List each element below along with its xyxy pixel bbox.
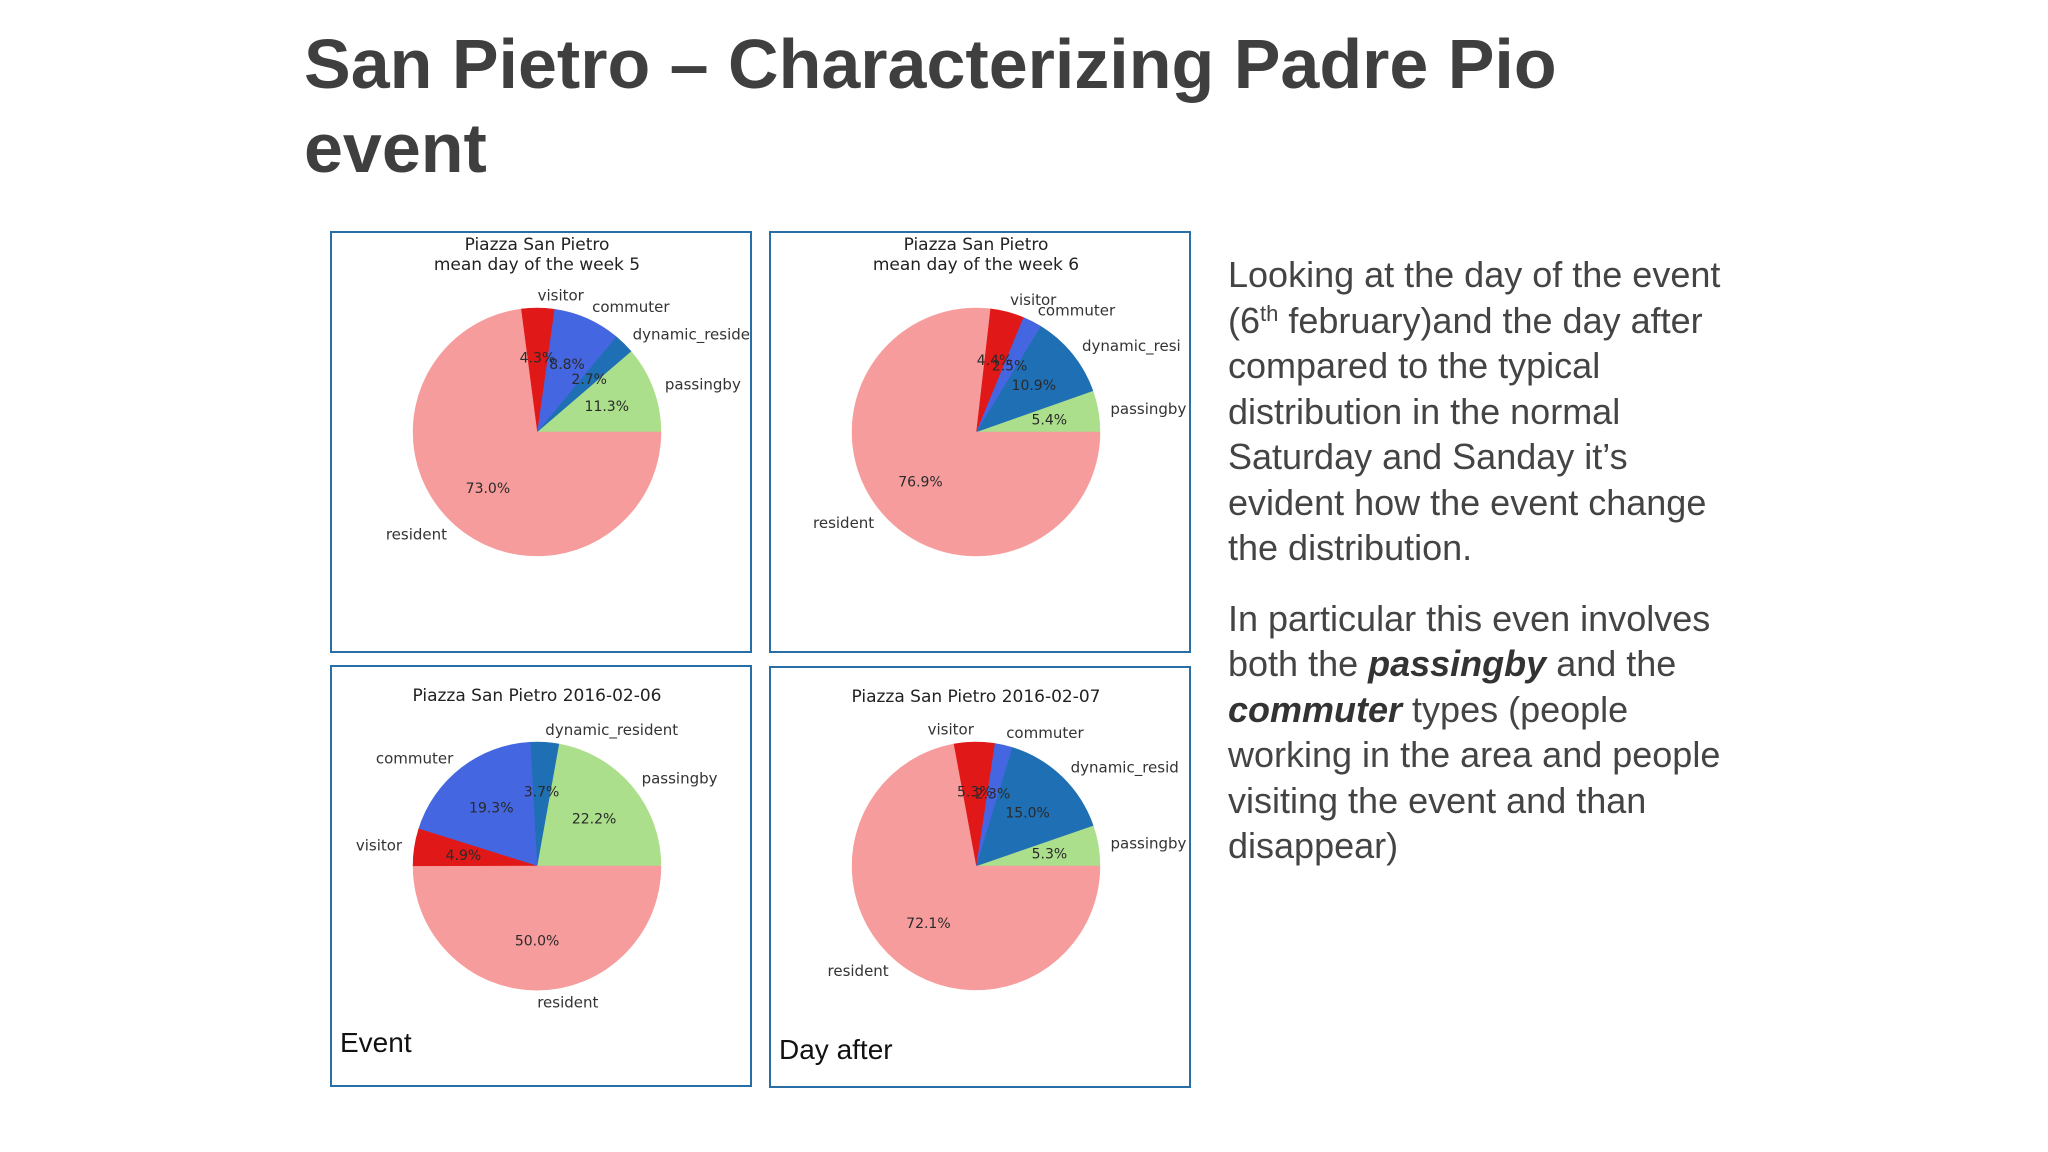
pie-chart-panel-day-after: Piazza San Pietro 2016-02-07 5.3% passingb…	[769, 666, 1191, 1088]
description-text: Looking at the day of the event (6th feb…	[1228, 252, 1748, 869]
pct-label-resident: 50.0%	[515, 933, 559, 949]
pct-label-passingby: 22.2%	[572, 811, 616, 827]
emphasis-passingby: passingby	[1368, 643, 1547, 684]
slide-title: San Pietro – Characterizing Padre Pio ev…	[304, 22, 1704, 190]
description-paragraph-1: Looking at the day of the event (6th feb…	[1228, 254, 1721, 568]
ordinal-superscript: th	[1260, 300, 1279, 326]
category-label-visitor: visitor	[538, 287, 585, 305]
chart-title-line: Piazza San Pietro	[465, 235, 610, 255]
slide-title-line-2: event	[304, 109, 487, 187]
pct-label-commuter: 19.3%	[469, 800, 513, 816]
pie-slice-passingby	[536, 743, 662, 867]
chart-title-line: Piazza San Pietro 2016-02-06	[412, 686, 661, 706]
pct-label-commuter: 2.3%	[975, 786, 1011, 802]
pie-slice-dynamic-resident	[975, 747, 1094, 867]
pie-chart-panel-week-5: Piazza San Pietro mean day of the week 5 1…	[330, 231, 752, 653]
chart-title-line: mean day of the week 6	[873, 255, 1079, 275]
pie-chart-panel-week-6: Piazza San Pietro mean day of the week 6 5…	[769, 231, 1191, 653]
pie-slice-passingby	[536, 350, 662, 433]
category-label-dynamic-resident: dynamic_reside	[633, 326, 750, 345]
pie-slice-dynamic-resident	[975, 325, 1094, 433]
emphasis-commuter: commuter	[1228, 688, 1403, 730]
category-label-resident: resident	[813, 514, 874, 532]
pie-slice-resident	[851, 307, 1101, 557]
category-label-commuter: commuter	[592, 298, 670, 316]
category-label-visitor: visitor	[1010, 291, 1057, 309]
category-label-dynamic-resident: dynamic_resi	[1082, 337, 1181, 356]
panel-caption-event: Event	[340, 1027, 412, 1058]
pie-slice-resident	[412, 865, 662, 991]
category-label-resident: resident	[828, 962, 889, 980]
pie-chart-day-after: Piazza San Pietro 2016-02-07 5.3% passingb…	[828, 687, 1187, 991]
pct-label-passingby: 5.4%	[1032, 413, 1068, 429]
pct-label-commuter: 2.5%	[992, 359, 1028, 375]
chart-title-line: mean day of the week 5	[434, 255, 640, 275]
pie-slice-commuter	[418, 741, 538, 867]
chart-title-line: Piazza San Pietro 2016-02-07	[851, 687, 1100, 707]
pct-label-resident: 72.1%	[906, 916, 950, 932]
category-label-visitor: visitor	[928, 721, 975, 739]
category-label-passingby: passingby	[642, 770, 718, 788]
pct-label-dynamic-resident: 10.9%	[1012, 378, 1056, 394]
pct-label-visitor: 4.3%	[520, 351, 556, 367]
pie-chart-panel-event: Piazza San Pietro 2016-02-06 22.2% passing…	[330, 665, 752, 1087]
category-label-passingby: passingby	[1111, 834, 1187, 852]
category-label-dynamic-resident: dynamic_resid	[1071, 759, 1179, 778]
category-label-passingby: passingby	[665, 376, 741, 394]
pct-label-visitor: 5.3%	[957, 785, 993, 801]
category-label-resident: resident	[537, 993, 598, 1011]
pct-label-visitor: 4.4%	[977, 353, 1013, 369]
category-label-commuter: commuter	[1006, 724, 1084, 742]
pct-label-dynamic-resident: 15.0%	[1005, 805, 1049, 821]
pct-label-commuter: 8.8%	[549, 357, 585, 373]
pie-slice-resident	[851, 743, 1101, 991]
pie-chart-event-day: Piazza San Pietro 2016-02-06 22.2% passing…	[356, 686, 718, 1011]
pct-label-resident: 73.0%	[466, 481, 510, 497]
pct-label-dynamic-resident: 2.7%	[571, 372, 607, 388]
category-label-resident: resident	[386, 526, 447, 544]
pie-slice-resident	[412, 308, 662, 557]
category-label-commuter: commuter	[1038, 301, 1116, 319]
pct-label-visitor: 4.9%	[446, 848, 482, 864]
category-label-passingby: passingby	[1110, 400, 1186, 418]
panel-caption-day-after: Day after	[779, 1034, 893, 1065]
chart-title-line: Piazza San Pietro	[904, 235, 1049, 255]
pct-label-passingby: 5.3%	[1032, 847, 1068, 863]
category-label-dynamic-resident: dynamic_resident	[545, 721, 678, 740]
slide-title-line-1: San Pietro – Characterizing Padre Pio	[304, 25, 1557, 103]
category-label-commuter: commuter	[376, 749, 454, 767]
pct-label-dynamic-resident: 3.7%	[524, 785, 560, 801]
description-paragraph-2: In particular this even involves both th…	[1228, 597, 1721, 867]
category-label-visitor: visitor	[356, 837, 403, 855]
pct-label-passingby: 11.3%	[585, 399, 629, 415]
pct-label-resident: 76.9%	[898, 475, 942, 491]
